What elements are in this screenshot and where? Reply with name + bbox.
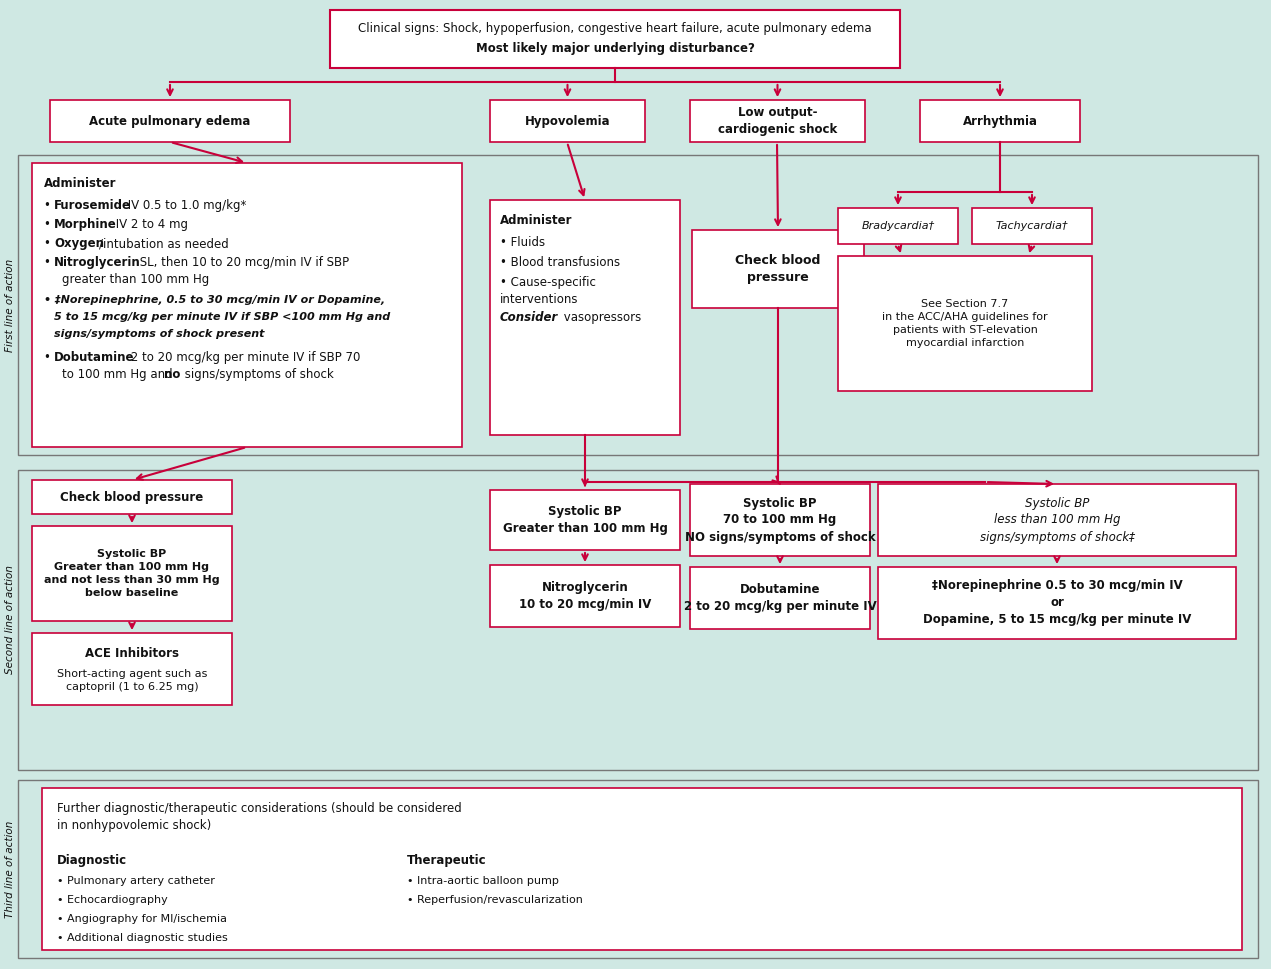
Text: Morphine: Morphine (53, 218, 117, 231)
Text: Furosemide: Furosemide (53, 199, 131, 212)
FancyBboxPatch shape (18, 780, 1258, 958)
Text: Arrhythmia: Arrhythmia (962, 114, 1037, 128)
FancyBboxPatch shape (491, 100, 644, 142)
Text: • Reperfusion/revascularization: • Reperfusion/revascularization (407, 895, 583, 905)
FancyBboxPatch shape (690, 484, 871, 556)
FancyBboxPatch shape (491, 565, 680, 627)
FancyBboxPatch shape (32, 163, 461, 447)
Text: Second line of action: Second line of action (5, 566, 15, 674)
Text: • Echocardiography: • Echocardiography (57, 895, 168, 905)
Text: •: • (44, 237, 55, 250)
Text: See Section 7.7
in the ACC/AHA guidelines for
patients with ST-elevation
myocard: See Section 7.7 in the ACC/AHA guideline… (882, 298, 1047, 348)
Text: • Additional diagnostic studies: • Additional diagnostic studies (57, 933, 228, 943)
FancyBboxPatch shape (32, 633, 233, 705)
FancyBboxPatch shape (920, 100, 1080, 142)
Text: Systolic BP
less than 100 mm Hg
signs/symptoms of shock‡: Systolic BP less than 100 mm Hg signs/sy… (980, 496, 1135, 544)
Text: /intubation as needed: /intubation as needed (99, 237, 229, 250)
Text: •: • (44, 218, 55, 231)
FancyBboxPatch shape (491, 200, 680, 435)
Text: Check blood
pressure: Check blood pressure (736, 254, 821, 284)
FancyBboxPatch shape (838, 208, 958, 244)
Text: Further diagnostic/therapeutic considerations (should be considered
in nonhypovo: Further diagnostic/therapeutic considera… (57, 802, 461, 832)
FancyBboxPatch shape (690, 100, 866, 142)
Text: • Blood transfusions: • Blood transfusions (500, 256, 620, 269)
Text: Nitroglycerin: Nitroglycerin (53, 256, 141, 269)
Text: no: no (164, 368, 180, 381)
Text: Most likely major underlying disturbance?: Most likely major underlying disturbance… (475, 42, 755, 54)
Text: greater than 100 mm Hg: greater than 100 mm Hg (62, 273, 210, 286)
FancyBboxPatch shape (972, 208, 1092, 244)
Text: Bradycardia†: Bradycardia† (862, 221, 934, 231)
Text: Short-acting agent such as
captopril (1 to 6.25 mg): Short-acting agent such as captopril (1 … (57, 669, 207, 692)
FancyBboxPatch shape (491, 490, 680, 550)
Text: • Fluids: • Fluids (500, 236, 545, 249)
Text: Systolic BP
70 to 100 mm Hg
NO signs/symptoms of shock: Systolic BP 70 to 100 mm Hg NO signs/sym… (685, 496, 876, 544)
FancyBboxPatch shape (878, 484, 1235, 556)
Text: • Pulmonary artery catheter: • Pulmonary artery catheter (57, 876, 215, 886)
FancyBboxPatch shape (330, 10, 900, 68)
Text: Dobutamine
2 to 20 mcg/kg per minute IV: Dobutamine 2 to 20 mcg/kg per minute IV (684, 583, 877, 613)
FancyBboxPatch shape (42, 788, 1242, 950)
Text: • Angiography for MI/ischemia: • Angiography for MI/ischemia (57, 914, 228, 924)
Text: Therapeutic: Therapeutic (407, 854, 487, 867)
FancyBboxPatch shape (690, 567, 871, 629)
Text: Low output-
cardiogenic shock: Low output- cardiogenic shock (718, 106, 838, 136)
FancyBboxPatch shape (18, 470, 1258, 770)
Text: Systolic BP
Greater than 100 mm Hg
and not less than 30 mm Hg
below baseline: Systolic BP Greater than 100 mm Hg and n… (44, 548, 220, 598)
Text: Consider: Consider (500, 311, 558, 324)
Text: Oxygen: Oxygen (53, 237, 104, 250)
Text: • ‡Norepinephrine, 0.5 to 30 mcg/min IV or Dopamine,: • ‡Norepinephrine, 0.5 to 30 mcg/min IV … (44, 295, 385, 305)
Text: Diagnostic: Diagnostic (57, 854, 127, 867)
Text: Check blood pressure: Check blood pressure (61, 490, 203, 504)
Text: First line of action: First line of action (5, 259, 15, 352)
Text: to 100 mm Hg and: to 100 mm Hg and (62, 368, 177, 381)
Text: SL, then 10 to 20 mcg/min IV if SBP: SL, then 10 to 20 mcg/min IV if SBP (136, 256, 350, 269)
Text: Nitroglycerin
10 to 20 mcg/min IV: Nitroglycerin 10 to 20 mcg/min IV (519, 581, 651, 611)
FancyBboxPatch shape (32, 526, 233, 621)
Text: Administer: Administer (44, 177, 117, 190)
Text: signs/symptoms of shock: signs/symptoms of shock (180, 368, 334, 381)
Text: ‡Norepinephrine 0.5 to 30 mcg/min IV
or
Dopamine, 5 to 15 mcg/kg per minute IV: ‡Norepinephrine 0.5 to 30 mcg/min IV or … (923, 579, 1191, 627)
Text: •: • (44, 351, 55, 364)
Text: • Cause-specific
interventions: • Cause-specific interventions (500, 276, 596, 306)
Text: vasopressors: vasopressors (561, 311, 642, 324)
Text: Third line of action: Third line of action (5, 821, 15, 918)
FancyBboxPatch shape (32, 480, 233, 514)
Text: •: • (44, 256, 55, 269)
FancyBboxPatch shape (878, 567, 1235, 639)
Text: ACE Inhibitors: ACE Inhibitors (85, 647, 179, 660)
Text: signs/symptoms of shock present: signs/symptoms of shock present (53, 329, 264, 339)
FancyBboxPatch shape (18, 155, 1258, 455)
Text: Systolic BP
Greater than 100 mm Hg: Systolic BP Greater than 100 mm Hg (502, 505, 667, 535)
FancyBboxPatch shape (50, 100, 290, 142)
Text: Tachycardia†: Tachycardia† (995, 221, 1069, 231)
Text: Acute pulmonary edema: Acute pulmonary edema (89, 114, 250, 128)
Text: Hypovolemia: Hypovolemia (525, 114, 610, 128)
Text: IV 0.5 to 1.0 mg/kg*: IV 0.5 to 1.0 mg/kg* (125, 199, 247, 212)
Text: Clinical signs: Shock, hypoperfusion, congestive heart failure, acute pulmonary : Clinical signs: Shock, hypoperfusion, co… (358, 21, 872, 35)
FancyBboxPatch shape (838, 256, 1092, 391)
Text: Dobutamine: Dobutamine (53, 351, 135, 364)
FancyBboxPatch shape (691, 230, 864, 308)
Text: IV 2 to 4 mg: IV 2 to 4 mg (112, 218, 188, 231)
Text: 2 to 20 mcg/kg per minute IV if SBP 70: 2 to 20 mcg/kg per minute IV if SBP 70 (127, 351, 361, 364)
Text: •: • (44, 199, 55, 212)
Text: 5 to 15 mcg/kg per minute IV if SBP <100 mm Hg and: 5 to 15 mcg/kg per minute IV if SBP <100… (53, 312, 390, 322)
Text: • Intra-aortic balloon pump: • Intra-aortic balloon pump (407, 876, 559, 886)
Text: Administer: Administer (500, 214, 572, 227)
